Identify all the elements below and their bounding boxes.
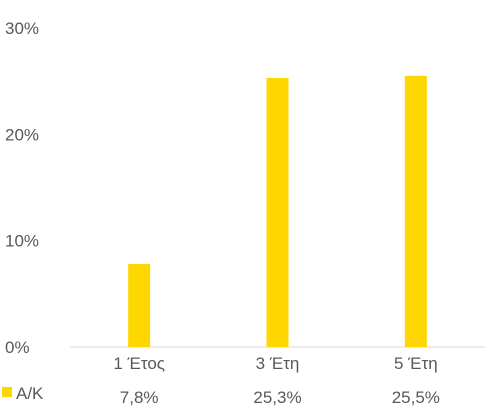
value-label: 7,8%: [120, 388, 159, 407]
value-label: 25,5%: [392, 388, 440, 407]
category-label: 1 Έτος: [113, 354, 165, 373]
legend-swatch: [2, 387, 12, 397]
bars: [128, 75, 427, 347]
y-tick-label: 0%: [5, 338, 30, 357]
legend-label: Α/Κ: [16, 384, 44, 403]
y-tick-label: 10%: [5, 232, 39, 251]
bar: [128, 264, 151, 347]
bar: [266, 77, 289, 347]
data-table-row: Α/Κ: [2, 384, 44, 403]
y-tick-label: 30%: [5, 19, 39, 38]
category-labels: 1 Έτος 3 Έτη 5 Έτη: [113, 354, 437, 373]
bar: [404, 75, 427, 347]
value-label: 25,3%: [253, 388, 301, 407]
y-tick-label: 20%: [5, 125, 39, 144]
category-label: 5 Έτη: [394, 354, 438, 373]
y-axis-ticks: 0% 10% 20% 30%: [5, 19, 39, 357]
category-label: 3 Έτη: [256, 354, 300, 373]
value-labels: 7,8% 25,3% 25,5%: [120, 388, 440, 407]
